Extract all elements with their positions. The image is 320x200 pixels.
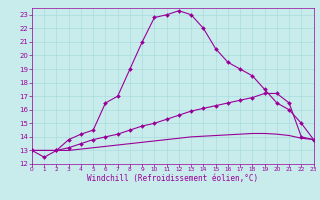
X-axis label: Windchill (Refroidissement éolien,°C): Windchill (Refroidissement éolien,°C) — [87, 174, 258, 183]
